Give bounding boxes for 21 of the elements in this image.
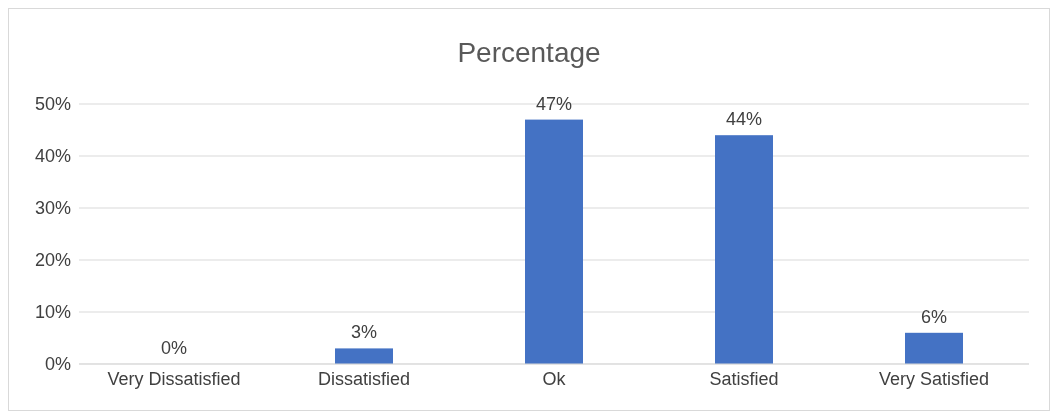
data-label: 44%	[725, 109, 763, 130]
bar	[905, 332, 963, 364]
y-tick-label: 0%	[44, 354, 71, 375]
y-tick-label: 10%	[34, 302, 71, 323]
x-tick-label: Very Satisfied	[878, 368, 990, 389]
y-tick-label: 30%	[34, 198, 71, 219]
y-tick-label: 50%	[34, 94, 71, 115]
data-label: 47%	[535, 93, 573, 114]
y-tick-label: 40%	[34, 146, 71, 167]
y-tick-label: 20%	[34, 250, 71, 271]
data-label: 0%	[160, 338, 188, 358]
x-tick-label: Ok	[542, 368, 567, 389]
bar	[715, 135, 773, 364]
data-label: 6%	[920, 306, 948, 327]
bar	[335, 348, 393, 364]
x-tick-label: Dissatisfied	[317, 368, 411, 389]
x-tick-label: Very Dissatisfied	[107, 368, 241, 389]
x-tick-label: Satisfied	[709, 368, 779, 389]
bar	[525, 119, 583, 364]
chart-title: Percentage	[456, 37, 602, 69]
data-label: 3%	[350, 322, 378, 343]
